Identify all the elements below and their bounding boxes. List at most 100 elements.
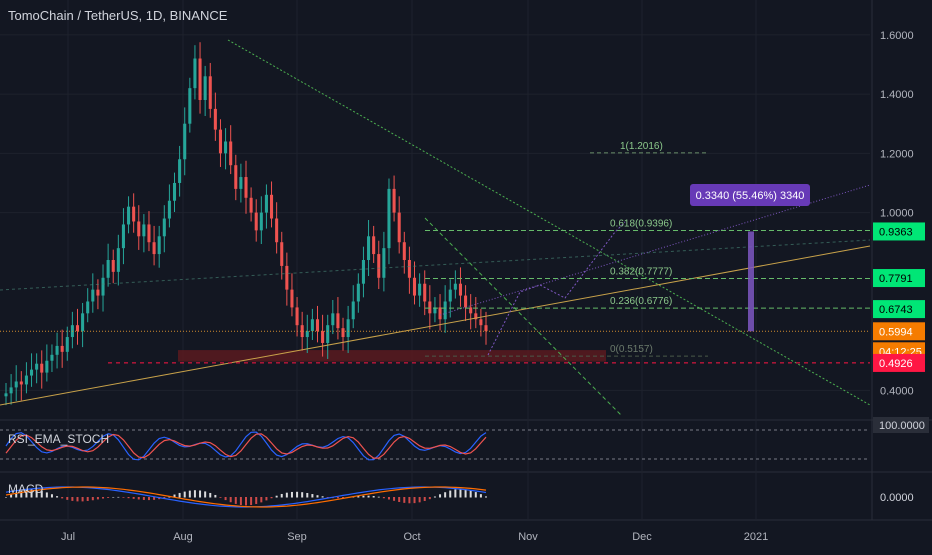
macd-histogram-bar [428, 497, 431, 500]
candle-body [418, 283, 422, 296]
chart-title: TomoChain / TetherUS, 1D, BINANCE [8, 8, 228, 23]
macd-histogram-bar [250, 497, 253, 506]
macd-histogram-bar [255, 497, 258, 504]
macd-histogram-bar [96, 497, 99, 500]
candle-body [127, 206, 131, 225]
candle-body [361, 260, 365, 284]
candle-body [397, 212, 401, 243]
candle-body [24, 375, 28, 385]
candle-body [101, 277, 105, 296]
candle-body [453, 283, 457, 290]
fib-level-label: 0.236(0.6776) [610, 296, 672, 307]
macd-histogram-bar [122, 497, 125, 498]
candle-body [438, 307, 442, 320]
macd-histogram-bar [40, 490, 43, 498]
x-axis-tick-label: Dec [632, 531, 652, 543]
price-tag-label: 0.7791 [879, 273, 913, 285]
fib-level-label: 0.382(0.7777) [610, 266, 672, 277]
price-tag-box [873, 322, 925, 341]
price-tag-box [873, 353, 925, 372]
macd-histogram-bar [117, 496, 120, 498]
candle-body [106, 260, 110, 278]
macd-histogram-bar [454, 489, 457, 498]
candle-body [60, 345, 64, 352]
candle-body [91, 289, 95, 302]
macd-histogram-bar [91, 497, 94, 501]
candle-body [484, 325, 488, 332]
macd-histogram-bar [199, 490, 202, 498]
macd-histogram-bar [61, 497, 64, 499]
candle-body [45, 360, 49, 373]
macd-histogram-bar [260, 497, 263, 503]
macd-histogram-bar [275, 495, 278, 498]
macd-histogram-bar [326, 497, 329, 498]
candle-body [407, 260, 411, 278]
fib-level-label: 0(0.5157) [610, 344, 653, 355]
macd-histogram-bar [296, 491, 299, 498]
candle-body [392, 188, 396, 213]
macd-histogram-bar [178, 492, 181, 498]
candle-body [305, 331, 309, 338]
macd-histogram-bar [127, 497, 130, 499]
macd-histogram-bar [137, 497, 140, 500]
rsi-axis-box [873, 417, 929, 433]
ascending-trendline [0, 245, 871, 406]
macd-histogram-bar [439, 494, 442, 498]
candle-body [443, 301, 447, 320]
candle-body [229, 141, 233, 166]
candle-body [121, 224, 125, 249]
x-axis-tick-label: 2021 [744, 531, 768, 543]
macd-histogram-bar [229, 497, 232, 503]
macd-histogram-bar [459, 489, 462, 498]
macd-histogram-bar [112, 496, 115, 498]
macd-histogram-bar [479, 494, 482, 498]
fib-level-label: 0.618(0.9396) [610, 218, 672, 229]
macd-indicator-label[interactable]: MACD [8, 482, 44, 496]
macd-histogram-bar [464, 489, 467, 498]
x-axis-tick-label: Nov [518, 531, 538, 543]
price-tag-label: 0.5994 [879, 326, 913, 338]
candle-body [157, 236, 161, 255]
candle-body [341, 328, 345, 338]
macd-histogram-bar [183, 491, 186, 498]
support-zone [178, 350, 606, 362]
macd-histogram-bar [301, 492, 304, 498]
candle-body [116, 248, 120, 272]
candle-body [321, 331, 325, 343]
candle-body [346, 319, 350, 338]
macd-histogram-bar [372, 496, 375, 498]
candle-body [474, 313, 478, 320]
candle-body [35, 363, 39, 370]
macd-histogram-bar [387, 497, 390, 500]
candle-body [254, 212, 258, 231]
candle-body [433, 307, 437, 314]
rsi-indicator-label[interactable]: RSI_EMA_STOCH [8, 432, 110, 446]
candle-body [203, 76, 207, 100]
x-axis-tick-label: Oct [403, 531, 420, 543]
macd-histogram-bar [342, 497, 345, 499]
x-axis-tick-label: Jul [61, 531, 75, 543]
measure-label-text: 0.3340 (55.46%) 3340 [696, 190, 805, 202]
macd-histogram-bar [66, 497, 69, 500]
macd-histogram-bar [147, 497, 150, 501]
macd-histogram-bar [71, 497, 74, 501]
candle-body [285, 265, 289, 290]
candle-body [300, 325, 304, 338]
macd-histogram-bar [132, 497, 135, 499]
rsi-axis-label: 100.0000 [879, 420, 925, 432]
macd-histogram-bar [76, 497, 79, 502]
y-axis-tick-label: 1.0000 [880, 208, 914, 220]
candle-body [86, 301, 90, 314]
candle-body [310, 319, 314, 332]
candle-body [147, 224, 151, 243]
macd-histogram-bar [408, 497, 411, 504]
candle-body [423, 283, 427, 302]
candle-body [30, 369, 34, 376]
fib-level-label: 1(1.2016) [620, 141, 663, 152]
macd-histogram-bar [107, 497, 110, 498]
macd-histogram-bar [382, 497, 385, 499]
candle-body [75, 325, 80, 332]
macd-histogram-bar [306, 492, 309, 498]
